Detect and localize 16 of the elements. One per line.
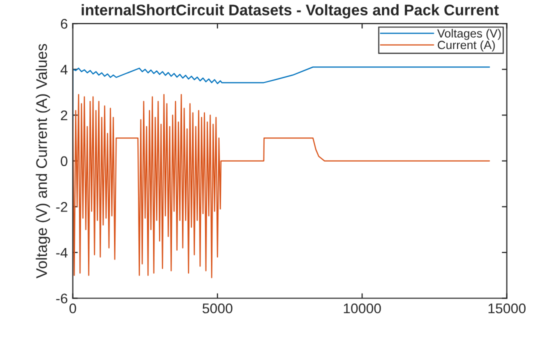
legend-label: Voltages (V) bbox=[437, 28, 501, 40]
chart-title: internalShortCircuit Datasets - Voltages and Pack Current bbox=[82, 4, 499, 18]
y-tick-label: -4 bbox=[56, 248, 68, 258]
y-tick-label: 0 bbox=[60, 156, 68, 166]
y-tick-label: -6 bbox=[56, 294, 68, 304]
x-tick-label: 5000 bbox=[202, 303, 232, 314]
x-tick-label: 15000 bbox=[488, 303, 526, 314]
y-tick-label: -2 bbox=[56, 202, 68, 212]
y-tick-label: 2 bbox=[60, 110, 68, 120]
y-tick-label: 6 bbox=[60, 18, 68, 29]
y-axis-title: Voltage (V) and Current (A) Values bbox=[36, 44, 50, 278]
legend-label: Current (A) bbox=[438, 40, 495, 52]
line-series bbox=[72, 94, 490, 278]
x-tick-label: 10000 bbox=[344, 303, 381, 314]
x-tick-label: 0 bbox=[69, 303, 76, 314]
y-tick-label: 4 bbox=[60, 64, 68, 74]
